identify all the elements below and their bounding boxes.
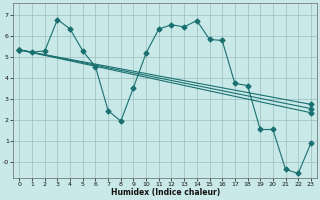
X-axis label: Humidex (Indice chaleur): Humidex (Indice chaleur) bbox=[110, 188, 220, 197]
